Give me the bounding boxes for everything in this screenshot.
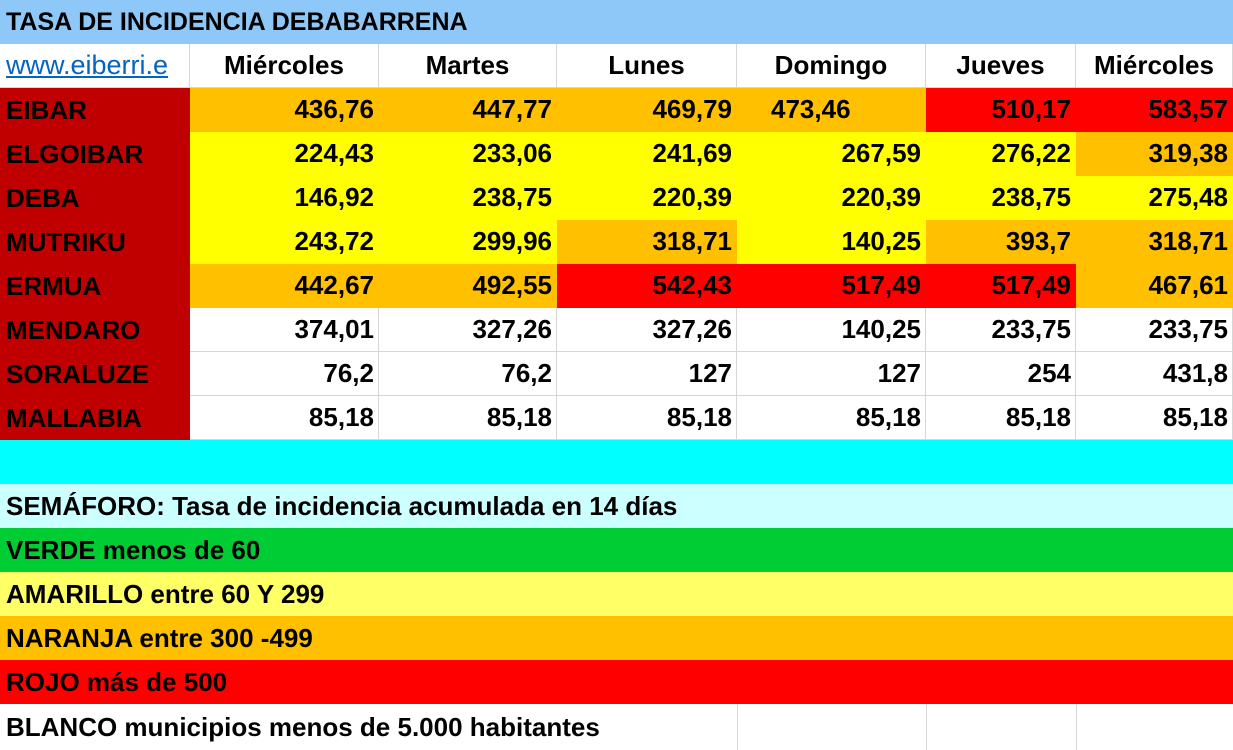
column-header[interactable]: Lunes [557, 44, 737, 88]
legend-red: ROJO más de 500 [6, 666, 228, 697]
incidence-value-cell[interactable]: 517,49 [926, 264, 1076, 308]
grid-line [737, 704, 738, 750]
incidence-value-cell[interactable]: 85,18 [379, 396, 557, 440]
header-row: www.eiberri.e Miércoles Martes Lunes Dom… [0, 44, 1233, 88]
legend-yellow: AMARILLO entre 60 Y 299 [6, 578, 325, 609]
incidence-value-cell[interactable]: 431,8 [1076, 352, 1233, 396]
incidence-value-cell[interactable]: 517,49 [737, 264, 926, 308]
table-row: MALLABIA 85,18 85,18 85,18 85,18 85,18 85,18 [0, 396, 1233, 440]
table-row: MENDARO 374,01 327,26 327,26 140,25 233,75 233… [0, 308, 1233, 352]
incidence-value-cell[interactable]: 140,25 [737, 220, 926, 264]
incidence-value-cell[interactable]: 469,79 [557, 88, 737, 132]
table-row: MUTRIKU 243,72 299,96 318,71 140,25 393,7 318,… [0, 220, 1233, 264]
incidence-value-cell[interactable]: 319,38 [1076, 132, 1233, 176]
incidence-value-cell[interactable]: 583,57 [1076, 88, 1233, 132]
legend-white: BLANCO municipios menos de 5.000 habitan… [6, 711, 600, 742]
column-header[interactable]: Miércoles [190, 44, 379, 88]
municipality-name[interactable]: DEBA [0, 176, 190, 220]
table-row: SORALUZE 76,2 76,2 127 127 254 431,8 [0, 352, 1233, 396]
incidence-value-cell[interactable]: 127 [557, 352, 737, 396]
incidence-value-cell[interactable]: 233,75 [926, 308, 1076, 352]
legend-yellow-row: AMARILLO entre 60 Y 299 [0, 572, 1233, 616]
incidence-value-cell[interactable]: 276,22 [926, 132, 1076, 176]
grid-line [926, 704, 927, 750]
municipality-name[interactable]: EIBAR [0, 88, 190, 132]
incidence-value-cell[interactable]: 233,75 [1076, 308, 1233, 352]
column-header[interactable]: Miércoles [1076, 44, 1233, 88]
municipality-name[interactable]: MENDARO [0, 308, 190, 352]
legend-orange: NARANJA entre 300 -499 [6, 622, 313, 653]
incidence-value-cell[interactable]: 146,92 [190, 176, 379, 220]
incidence-value-cell[interactable]: 140,25 [737, 308, 926, 352]
incidence-value-cell[interactable]: 318,71 [557, 220, 737, 264]
incidence-value-cell[interactable]: 76,2 [190, 352, 379, 396]
incidence-value-cell[interactable]: 241,69 [557, 132, 737, 176]
incidence-value-cell[interactable]: 327,26 [557, 308, 737, 352]
table-row: ELGOIBAR 224,43 233,06 241,69 267,59 276,22 31… [0, 132, 1233, 176]
column-header[interactable]: Jueves [926, 44, 1076, 88]
incidence-value-cell[interactable]: 473,46 [737, 88, 926, 132]
incidence-value-cell[interactable]: 374,01 [190, 308, 379, 352]
incidence-value-cell[interactable]: 492,55 [379, 264, 557, 308]
incidence-value-cell[interactable]: 318,71 [1076, 220, 1233, 264]
legend-green-row: VERDE menos de 60 [0, 528, 1233, 572]
incidence-value-cell[interactable]: 233,06 [379, 132, 557, 176]
legend-heading-row: SEMÁFORO: Tasa de incidencia acumulada e… [0, 484, 1233, 528]
incidence-value-cell[interactable]: 85,18 [926, 396, 1076, 440]
incidence-value-cell[interactable]: 243,72 [190, 220, 379, 264]
incidence-value-cell[interactable]: 436,76 [190, 88, 379, 132]
legend-green: VERDE menos de 60 [6, 534, 261, 565]
municipality-name[interactable]: ELGOIBAR [0, 132, 190, 176]
incidence-value-cell[interactable]: 393,7 [926, 220, 1076, 264]
legend-red-row: ROJO más de 500 [0, 660, 1233, 704]
incidence-value-cell[interactable]: 238,75 [926, 176, 1076, 220]
incidence-value-cell[interactable]: 442,67 [190, 264, 379, 308]
incidence-value-cell[interactable]: 254 [926, 352, 1076, 396]
municipality-name[interactable]: MALLABIA [0, 396, 190, 440]
incidence-value-cell[interactable]: 267,59 [737, 132, 926, 176]
incidence-value-cell[interactable]: 220,39 [557, 176, 737, 220]
incidence-value-cell[interactable]: 85,18 [1076, 396, 1233, 440]
incidence-value-cell[interactable]: 220,39 [737, 176, 926, 220]
incidence-value-cell[interactable]: 299,96 [379, 220, 557, 264]
eiberri-link[interactable]: www.eiberri.e [0, 44, 190, 88]
sheet-title: TASA DE INCIDENCIA DEBABARRENA [6, 7, 468, 36]
incidence-value-cell[interactable]: 85,18 [737, 396, 926, 440]
legend-white-row: BLANCO municipios menos de 5.000 habitan… [0, 704, 1233, 750]
incidence-value-cell[interactable]: 85,18 [190, 396, 379, 440]
incidence-value-cell[interactable]: 510,17 [926, 88, 1076, 132]
title-row: TASA DE INCIDENCIA DEBABARRENA [0, 0, 1233, 44]
municipality-name[interactable]: MUTRIKU [0, 220, 190, 264]
incidence-value-cell[interactable]: 127 [737, 352, 926, 396]
legend-heading: SEMÁFORO: Tasa de incidencia acumulada e… [6, 490, 678, 521]
grid-line [1076, 704, 1077, 750]
incidence-value-cell[interactable]: 224,43 [190, 132, 379, 176]
table-row: ERMUA 442,67 492,55 542,43 517,49 517,49 467,6… [0, 264, 1233, 308]
incidence-value-cell[interactable]: 467,61 [1076, 264, 1233, 308]
incidence-value-cell[interactable]: 447,77 [379, 88, 557, 132]
cyan-spacer-row [0, 440, 1233, 484]
table-row: EIBAR 436,76 447,77 469,79 473,46 510,17 583,5… [0, 88, 1233, 132]
column-header[interactable]: Domingo [737, 44, 926, 88]
incidence-value-cell[interactable]: 542,43 [557, 264, 737, 308]
municipality-name[interactable]: SORALUZE [0, 352, 190, 396]
municipality-name[interactable]: ERMUA [0, 264, 190, 308]
legend-orange-row: NARANJA entre 300 -499 [0, 616, 1233, 660]
incidence-value-cell[interactable]: 85,18 [557, 396, 737, 440]
incidence-value-cell[interactable]: 238,75 [379, 176, 557, 220]
incidence-value-cell[interactable]: 76,2 [379, 352, 557, 396]
incidence-value-cell[interactable]: 327,26 [379, 308, 557, 352]
incidence-value-cell[interactable]: 275,48 [1076, 176, 1233, 220]
table-row: DEBA 146,92 238,75 220,39 220,39 238,75 275,48 [0, 176, 1233, 220]
column-header[interactable]: Martes [379, 44, 557, 88]
